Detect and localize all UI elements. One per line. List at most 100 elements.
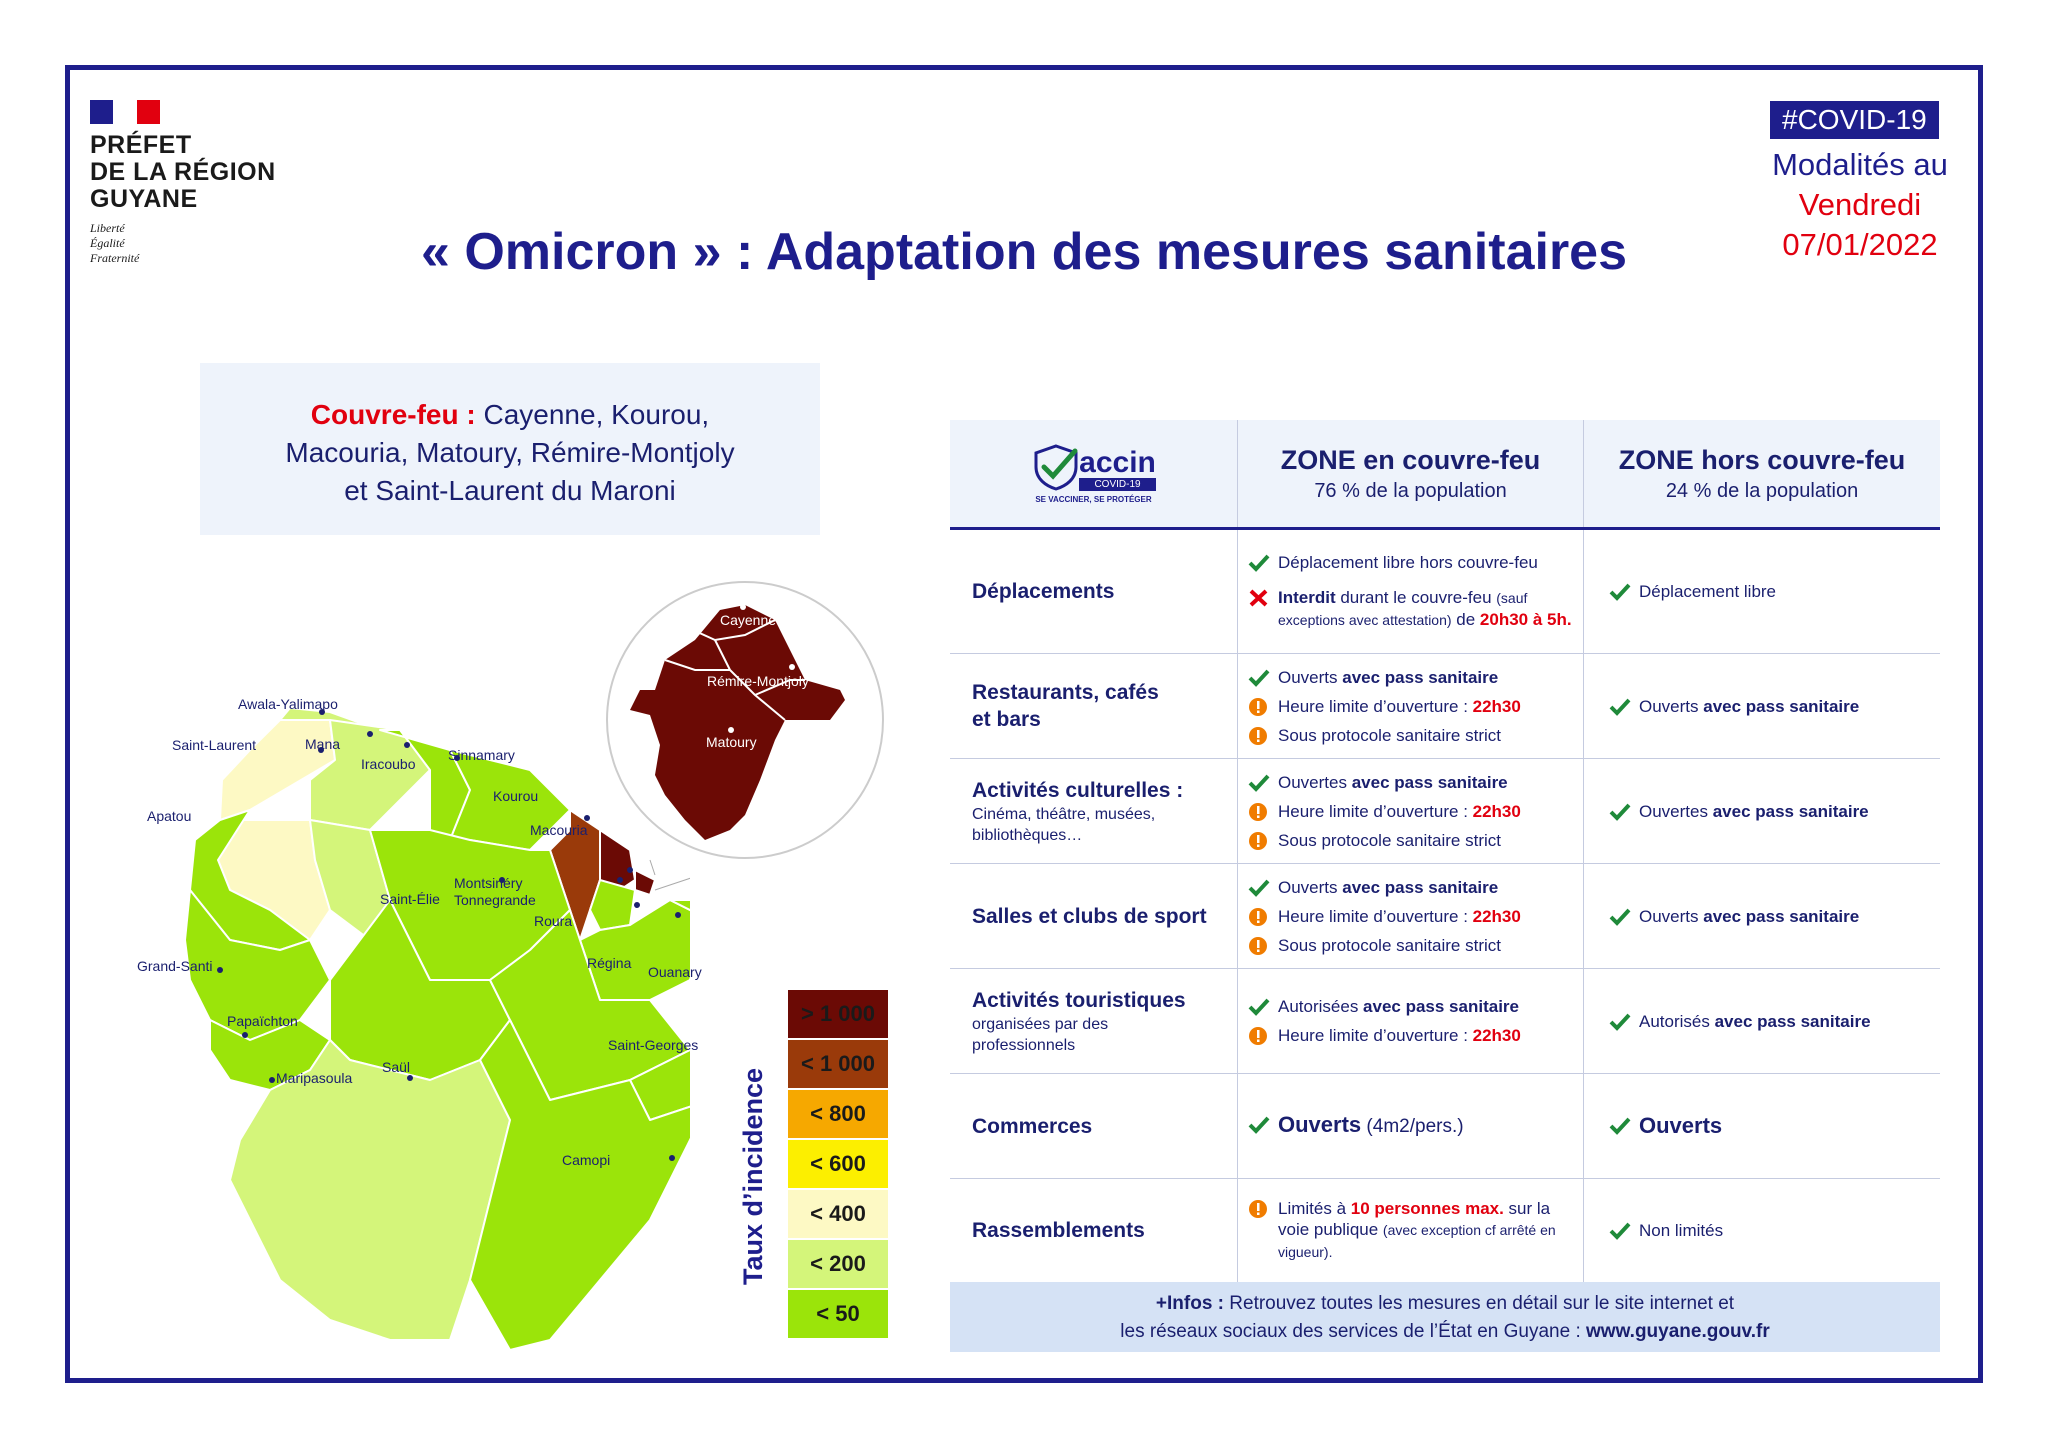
inset-map xyxy=(606,581,884,859)
list-item: Déplacement libre xyxy=(1609,581,1940,602)
org-name: PRÉFET DE LA RÉGION GUYANE xyxy=(90,131,276,213)
label-saint-laurent: Saint-Laurent xyxy=(172,737,257,753)
check-icon xyxy=(1609,1013,1631,1031)
measures-table: accin COVID-19 SE VACCINER, SE PROTÉGER … xyxy=(950,420,1940,1352)
list-item: Non limités xyxy=(1609,1220,1940,1241)
commune-montsinery xyxy=(589,879,636,931)
legend-title: Taux d’incidence xyxy=(738,1067,768,1285)
label-regina: Régina xyxy=(587,955,632,971)
list-item: Sous protocole sanitaire strict xyxy=(1248,935,1583,956)
inset-region xyxy=(630,605,845,840)
warning-icon xyxy=(1249,1200,1267,1218)
col-sub-no-curfew: 24 % de la population xyxy=(1665,479,1859,502)
motto: Liberté Égalité Fraternité xyxy=(90,221,140,265)
label-macouria: Macouria xyxy=(530,822,588,838)
label-saul: Saül xyxy=(382,1059,411,1075)
warning-icon xyxy=(1249,802,1267,821)
list-item: Heure limite d’ouverture : 22h30 xyxy=(1248,1025,1583,1046)
row-title: Restaurants, cafés et bars xyxy=(972,681,1159,731)
guyane-map xyxy=(184,707,690,1351)
check-icon xyxy=(1248,998,1270,1016)
commune-macouria xyxy=(599,829,636,891)
incidence-legend: > 1 000 < 1 000 < 800 < 600 < 400 < 200 … xyxy=(788,990,888,1340)
row-title: Rassemblements xyxy=(972,1219,1145,1242)
list-item: Ouverts avec pass sanitaire xyxy=(1248,667,1583,688)
shield-check-icon xyxy=(1034,444,1078,491)
legend-item: < 600 xyxy=(788,1140,888,1188)
website-link[interactable]: www.guyane.gouv.fr xyxy=(1586,1321,1770,1342)
table-row: Restaurants, cafés et bars Ouverts avec … xyxy=(950,654,1940,759)
label-maripasoula: Maripasoula xyxy=(276,1070,353,1086)
row-title: Commerces xyxy=(972,1114,1093,1138)
legend-item: < 800 xyxy=(788,1090,888,1138)
list-item: Heure limite d’ouverture : 22h30 xyxy=(1248,906,1583,927)
list-item: Ouvertes avec pass sanitaire xyxy=(1609,801,1940,822)
table-row: Rassemblements Limités à 10 personnes ma… xyxy=(950,1179,1940,1282)
col-title-curfew: ZONE en couvre-feu xyxy=(1280,444,1541,475)
check-icon xyxy=(1248,879,1270,897)
check-icon xyxy=(1609,908,1631,926)
warning-icon xyxy=(1249,697,1267,716)
row-subtitle: organisées par des professionnels xyxy=(972,1015,1109,1054)
list-item: Autorisées avec pass sanitaire xyxy=(1248,996,1583,1017)
label-kourou: Kourou xyxy=(493,788,539,804)
commune-camopi xyxy=(469,1019,690,1351)
legend-item: < 400 xyxy=(788,1190,888,1238)
label-roura: Roura xyxy=(534,913,573,929)
warning-icon xyxy=(1249,726,1267,745)
check-icon xyxy=(1609,583,1631,601)
col-title-no-curfew: ZONE hors couvre-feu xyxy=(1618,444,1906,475)
col-sub-curfew: 76 % de la population xyxy=(1314,479,1507,502)
table-row: Activités touristiques organisées par de… xyxy=(950,969,1940,1074)
label-cayenne: Cayenne xyxy=(720,612,777,628)
commune-maripasoula xyxy=(229,1039,511,1341)
label-iracoubo: Iracoubo xyxy=(361,756,416,772)
list-item: Heure limite d’ouverture : 22h30 xyxy=(1248,696,1583,717)
covid-hashtag: #COVID-19 xyxy=(1770,101,1939,139)
list-item: Ouverts avec pass sanitaire xyxy=(1609,906,1940,927)
info-footer: +Infos : Retrouvez toutes les mesures en… xyxy=(950,1282,1940,1352)
table-row: Activités culturelles : Cinéma, théâtre,… xyxy=(950,759,1940,864)
list-item: Autorisés avec pass sanitaire xyxy=(1609,1011,1940,1032)
row-subtitle: Cinéma, théâtre, musées, bibliothèques… xyxy=(972,805,1156,844)
label-grand-santi: Grand-Santi xyxy=(137,958,213,974)
label-awala: Awala-Yalimapo xyxy=(238,696,338,712)
page-title: « Omicron » : Adaptation des mesures san… xyxy=(420,223,1628,281)
list-item: Ouverts avec pass sanitaire xyxy=(1248,877,1583,898)
label-ouanary: Ouanary xyxy=(648,964,702,980)
cross-icon xyxy=(1249,589,1268,607)
legend-item: < 1 000 xyxy=(788,1040,888,1088)
label-camopi: Camopi xyxy=(562,1152,611,1168)
warning-icon xyxy=(1249,936,1267,955)
marianne-flag-icon xyxy=(90,100,160,124)
check-icon xyxy=(1609,803,1631,821)
label-papaichton: Papaïchton xyxy=(227,1013,298,1029)
label-remire: Rémire-Montjoly xyxy=(707,673,809,689)
legend-item: < 200 xyxy=(788,1240,888,1288)
warning-icon xyxy=(1249,831,1267,850)
label-montsinery: Montsinéry xyxy=(454,875,523,891)
warning-icon xyxy=(1249,1027,1267,1045)
list-item: Ouverts avec pass sanitaire xyxy=(1609,696,1940,717)
check-icon xyxy=(1248,1116,1270,1134)
row-title: Activités culturelles : xyxy=(972,778,1184,802)
legend-item: < 50 xyxy=(788,1290,888,1338)
label-apatou: Apatou xyxy=(147,808,192,824)
commune-cayenne xyxy=(634,869,656,896)
check-icon xyxy=(1248,554,1270,572)
legend-item: > 1 000 xyxy=(788,990,888,1038)
row-title: Déplacements xyxy=(972,580,1115,603)
label-saint-elie: Saint-Élie xyxy=(380,891,440,907)
check-icon xyxy=(1248,669,1270,687)
list-item: Limités à 10 personnes max. sur la voie … xyxy=(1248,1198,1583,1263)
list-item: Ouverts xyxy=(1609,1112,1940,1140)
vaccin-logo: accin COVID-19 SE VACCINER, SE PROTÉGER xyxy=(950,420,1237,527)
check-icon xyxy=(1248,774,1270,792)
label-mana: Mana xyxy=(305,736,341,752)
warning-icon xyxy=(1249,907,1267,926)
label-saint-georges: Saint-Georges xyxy=(608,1037,699,1053)
table-header: accin COVID-19 SE VACCINER, SE PROTÉGER … xyxy=(950,420,1940,530)
list-item: Ouvertes avec pass sanitaire xyxy=(1248,772,1583,793)
label-tonnegrande: Tonnegrande xyxy=(454,892,536,908)
table-row: Déplacements Déplacement libre hors couv… xyxy=(950,530,1940,654)
